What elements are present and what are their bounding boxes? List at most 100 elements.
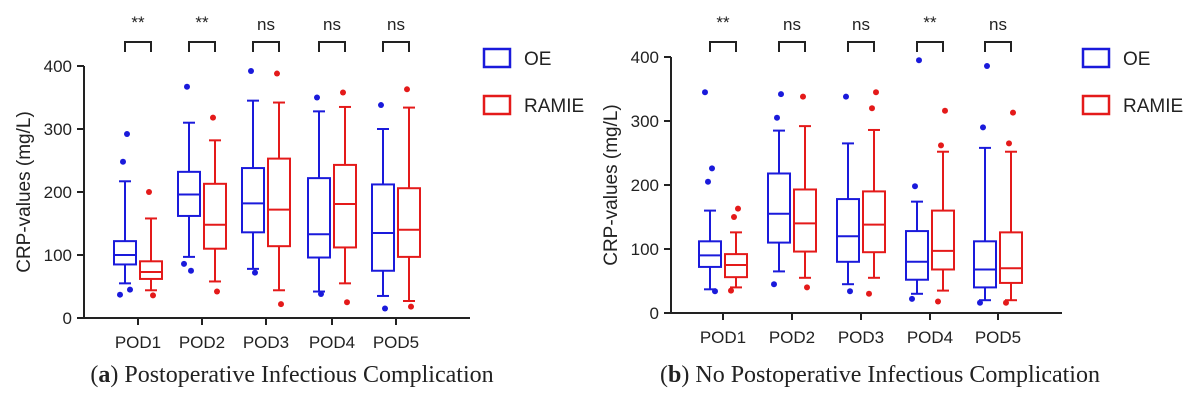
outlier-point — [866, 290, 872, 297]
x-tick-label: POD1 — [700, 328, 746, 347]
y-tick-label: 0 — [650, 304, 659, 323]
y-tick-label: 200 — [44, 183, 72, 202]
box-oe-pod5 — [371, 102, 395, 312]
box-ramie-pod4 — [931, 107, 955, 305]
outlier-point — [214, 288, 220, 295]
outlier-point — [935, 298, 941, 305]
panel-b: 0 100 200 300 400 CRP-values (mg/L) POD1 ** POD2… — [601, 13, 1183, 347]
outlier-point — [378, 102, 384, 109]
outlier-point — [382, 305, 388, 312]
box-iqr — [267, 157, 291, 248]
x-tick-label: POD1 — [115, 333, 161, 352]
outlier-point — [705, 178, 711, 185]
outlier-point — [1003, 299, 1009, 306]
box-iqr — [698, 240, 722, 268]
box-oe-pod2 — [177, 83, 201, 274]
box-oe-pod2 — [767, 91, 791, 288]
outlier-point — [146, 189, 152, 195]
outlier-point — [150, 292, 156, 299]
outlier-point — [181, 260, 187, 267]
outlier-point — [408, 303, 414, 310]
outlier-point — [702, 89, 708, 96]
box-iqr — [793, 188, 817, 253]
outlier-point — [977, 299, 983, 306]
y-tick-label: 0 — [63, 309, 72, 328]
outlier-point — [873, 89, 879, 96]
x-tick-label: POD2 — [769, 328, 815, 347]
box-oe-pod4 — [905, 57, 929, 302]
legend-label-oe: OE — [1123, 49, 1150, 70]
outlier-point — [804, 284, 810, 291]
box-iqr — [371, 183, 395, 272]
box-iqr — [333, 163, 357, 249]
x-tick-label: POD4 — [309, 333, 355, 352]
outlier-point — [774, 114, 780, 121]
outlier-point — [843, 93, 849, 100]
y-tick-label: 100 — [631, 240, 659, 259]
outlier-point — [731, 214, 737, 220]
outlier-point — [980, 124, 986, 131]
outlier-point — [712, 288, 718, 295]
outlier-point — [120, 158, 126, 165]
x-tick-label: POD5 — [975, 328, 1021, 347]
outlier-point — [1010, 109, 1016, 116]
legend-label-ramie: RAMIE — [524, 96, 584, 117]
box-iqr — [973, 240, 997, 289]
significance-label: ns — [323, 15, 341, 34]
box-iqr — [905, 230, 929, 281]
x-tick-label: POD5 — [373, 333, 419, 352]
x-tick-label: POD3 — [838, 328, 884, 347]
panel-a: 0 100 200 300 400 CRP-values (mg/L) POD1 ** POD2… — [14, 13, 584, 352]
box-ramie-pod5 — [397, 86, 421, 310]
outlier-point — [314, 94, 320, 101]
box-iqr — [931, 209, 955, 271]
significance-bracket — [778, 41, 806, 52]
y-tick-label: 300 — [631, 112, 659, 131]
box-oe-pod3 — [241, 68, 265, 276]
significance-bracket — [382, 41, 410, 52]
outlier-point — [984, 62, 990, 69]
box-iqr — [999, 231, 1023, 284]
outlier-point — [800, 93, 806, 100]
outlier-point — [771, 281, 777, 288]
box-iqr — [397, 187, 421, 258]
significance-bracket — [188, 41, 216, 52]
outlier-point — [728, 287, 734, 294]
box-iqr — [139, 260, 163, 280]
box-oe-pod3 — [836, 93, 860, 295]
outlier-point — [344, 299, 350, 306]
outlier-point — [127, 286, 133, 293]
box-iqr — [203, 182, 227, 250]
significance-bracket — [984, 41, 1012, 52]
box-ramie-pod5 — [999, 109, 1023, 306]
significance-label: ns — [783, 15, 801, 34]
y-tick-label: 100 — [44, 246, 72, 265]
caption-b: (b) No Postoperative Infectious Complica… — [660, 362, 1100, 388]
significance-label: ns — [387, 15, 405, 34]
significance-bracket — [847, 41, 875, 52]
significance-label: ** — [923, 13, 937, 32]
significance-bracket — [252, 41, 280, 52]
box-oe-pod5 — [973, 62, 997, 306]
outlier-point — [1006, 140, 1012, 147]
significance-label: ns — [257, 15, 275, 34]
y-tick-label: 400 — [631, 48, 659, 67]
significance-label: ns — [852, 15, 870, 34]
outlier-point — [188, 267, 194, 274]
outlier-point — [847, 288, 853, 295]
significance-bracket — [916, 41, 944, 52]
outlier-point — [778, 91, 784, 98]
outlier-point — [124, 131, 130, 138]
outlier-point — [938, 142, 944, 149]
x-tick-label: POD3 — [243, 333, 289, 352]
y-tick-label: 300 — [44, 120, 72, 139]
outlier-point — [318, 291, 324, 298]
y-tick-label: 400 — [44, 57, 72, 76]
outlier-point — [869, 105, 875, 112]
outlier-point — [735, 205, 741, 212]
significance-bracket — [709, 41, 737, 52]
x-tick-label: POD4 — [907, 328, 953, 347]
outlier-point — [210, 114, 216, 121]
outlier-point — [340, 89, 346, 96]
